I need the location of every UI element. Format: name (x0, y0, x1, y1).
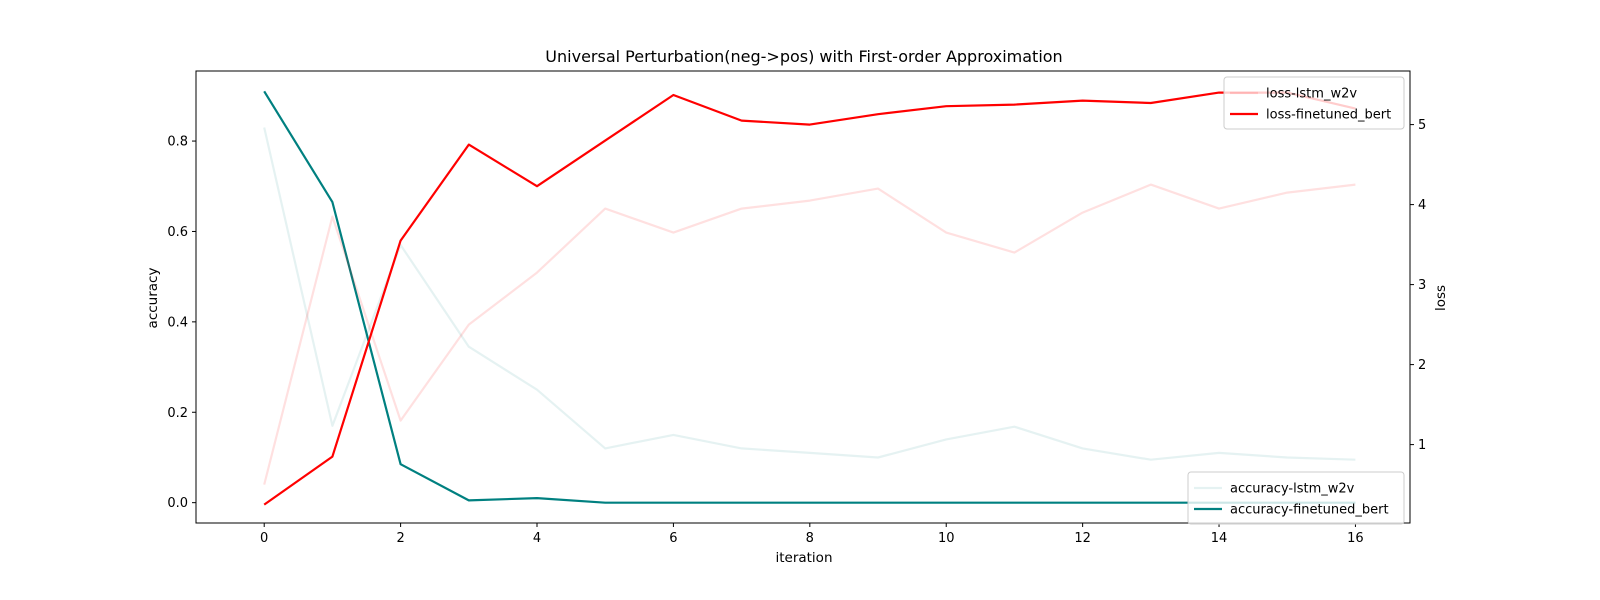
legend-loss-label: loss-lstm_w2v (1266, 87, 1357, 102)
x-tick-label: 4 (533, 531, 541, 546)
x-tick-label: 14 (1211, 531, 1228, 546)
legend-layer: loss-lstm_w2v loss-finetuned_bert accuracy… (1187, 76, 1405, 525)
x-tick-label: 2 (396, 531, 404, 546)
y-tick-label-right: 3 (1418, 278, 1426, 293)
x-axis-label: iteration (775, 550, 832, 566)
x-tick-label: 16 (1347, 531, 1364, 546)
legend-accuracy-label: accuracy-lstm_w2v (1230, 482, 1355, 497)
series-line-accuracy-lstm_w2v (263, 127, 1356, 461)
x-tick-label: 0 (260, 531, 268, 546)
y-axis-label-left: accuracy (145, 268, 161, 329)
y-tick-label-left: 0.2 (167, 406, 188, 421)
legend-accuracy-label: accuracy-finetuned_bert (1230, 503, 1389, 518)
series-line-accuracy-finetuned_bert (263, 90, 1356, 504)
y-tick-label-left: 0.8 (167, 135, 188, 150)
y-tick-label-left: 0.6 (167, 225, 188, 240)
series-line-loss-finetuned_bert (263, 91, 1356, 506)
y-tick-label-right: 4 (1418, 198, 1426, 213)
x-tick-label: 12 (1074, 531, 1091, 546)
y-tick-label-left: 0.4 (167, 315, 188, 330)
legend-loss-box (1223, 76, 1405, 130)
y-tick-label-left: 0.0 (167, 496, 188, 511)
chart-title: Universal Perturbation(neg->pos) with Fi… (545, 47, 1062, 66)
plot-layer (263, 90, 1356, 506)
legend-accuracy-box (1187, 471, 1405, 525)
y-axis-label-right: loss (1433, 285, 1449, 311)
y-tick-label-right: 2 (1418, 358, 1426, 373)
x-tick-label: 8 (806, 531, 814, 546)
y-tick-label-right: 5 (1418, 118, 1426, 133)
x-tick-label: 10 (938, 531, 955, 546)
legend-loss-label: loss-finetuned_bert (1266, 108, 1391, 123)
plot-frame (195, 70, 1411, 524)
y-tick-label-right: 1 (1418, 438, 1426, 453)
series-line-loss-lstm_w2v (263, 183, 1356, 485)
x-tick-label: 6 (669, 531, 677, 546)
